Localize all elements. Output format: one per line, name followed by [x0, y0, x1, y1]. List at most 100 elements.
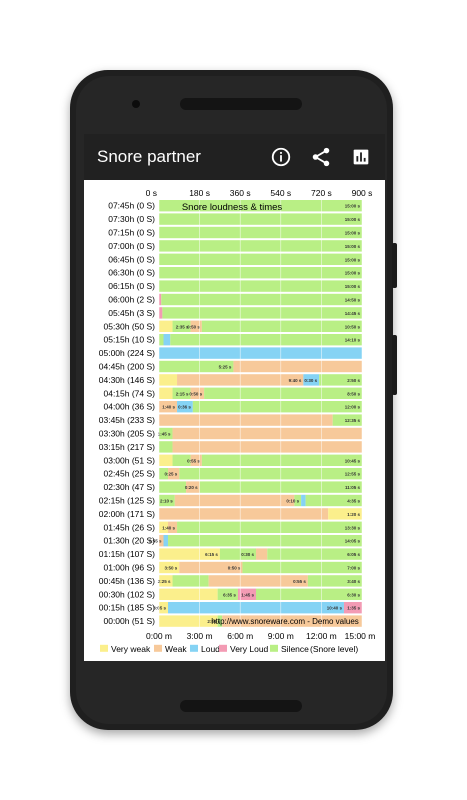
bar-segment [170, 334, 362, 346]
bar-segment [159, 427, 173, 440]
segment-duration-label: 13:30 s [345, 525, 361, 530]
bar-segment [163, 334, 171, 346]
bar-segment [159, 602, 169, 614]
segment-duration-label: 2:35 s [176, 324, 189, 329]
legend-swatch [100, 644, 108, 652]
legend-label: Loud [201, 644, 220, 654]
segment-duration-label: 14:45 s [345, 311, 361, 316]
segment-duration-label: 12:00 s [345, 405, 361, 410]
row-label: 02:15h (125 S) [99, 496, 155, 506]
segment-duration-label: 14:50 s [345, 298, 361, 303]
bar-segment [307, 575, 362, 587]
legend-swatch [154, 644, 162, 652]
row-label: 04:00h (36 S) [103, 402, 155, 412]
legend-label: Very weak [111, 644, 151, 654]
bar-segment [163, 535, 169, 547]
top-axis-tick-label: 0 s [146, 188, 157, 198]
legend-label: Very Loud [230, 644, 269, 654]
bar-segment [255, 588, 362, 600]
row-label: 04:45h (200 S) [99, 362, 155, 372]
segment-duration-label: 0:30 s [241, 552, 254, 557]
segment-duration-label: 6:35 s [223, 592, 236, 597]
bar-segment [343, 602, 362, 614]
share-icon[interactable] [310, 146, 332, 168]
volume-button [392, 243, 397, 288]
bar-segment [301, 494, 306, 507]
bar-segment [159, 387, 173, 399]
row-label: 04:30h (146 S) [99, 375, 155, 385]
screen: Snore partner 0 s 180 s 360 s 540 s 720 s 900… [84, 134, 385, 661]
app-bar: Snore partner [84, 134, 385, 180]
segment-duration-label: 1:40 s [162, 525, 175, 530]
row-label: 04:15h (74 S) [103, 388, 155, 398]
segment-duration-label: 15:00 s [345, 204, 361, 209]
segment-duration-label: 12:55 s [345, 472, 361, 477]
bar-segment [233, 360, 362, 373]
bar-segment [159, 320, 173, 332]
row-label: 03:30h (205 S) [99, 429, 155, 439]
bar-segment [159, 441, 173, 453]
row-label: 07:00h (0 S) [108, 241, 155, 251]
bar-segment [159, 535, 164, 547]
bar-segment [162, 307, 362, 319]
row-label: 05:30h (50 S) [103, 321, 155, 331]
row-label: 01:30h (20 S) [103, 536, 155, 546]
segment-duration-label: 2:50 s [207, 619, 220, 624]
segment-duration-label: 7:00 s [347, 566, 360, 571]
bar-segment [174, 494, 295, 507]
bar-segment [294, 494, 302, 507]
bar-segment [168, 602, 344, 614]
bar-segment [159, 267, 362, 279]
bar-segment [159, 401, 178, 413]
bottom-axis-tick-label: 3:00 m [187, 631, 213, 641]
segment-duration-label: 2:25 s [158, 579, 171, 584]
bar-segment [177, 401, 193, 413]
segment-duration-label: 3:50 s [165, 566, 178, 571]
segment-duration-label: 6:15 s [205, 552, 218, 557]
bar-segment [219, 548, 256, 560]
segment-duration-label: 1:20 s [347, 512, 360, 517]
bar-segment [159, 253, 362, 265]
bar-chart-icon[interactable] [350, 146, 372, 168]
bar-segment [217, 588, 238, 600]
snore-chart-container: 0 s 180 s 360 s 540 s 720 s 900 s 07:45h (0 S)… [92, 186, 377, 654]
row-label: 06:00h (2 S) [108, 295, 155, 305]
segment-duration-label: 5:25 s [219, 365, 232, 370]
row-label: 05:00h (224 S) [99, 348, 155, 358]
segment-duration-label: 15:00 s [345, 284, 361, 289]
segment-duration-label: 9:40 s [289, 378, 302, 383]
legend-swatch [219, 644, 227, 652]
bar-segment [242, 561, 362, 574]
bottom-axis-tick-label: 0:00 m [146, 631, 172, 641]
segment-duration-label: 0:55 s [293, 579, 306, 584]
segment-duration-label: 10:40 s [327, 606, 343, 611]
top-axis-tick-label: 360 s [230, 188, 251, 198]
bar-segment [190, 387, 205, 399]
segment-duration-label: 14:05 s [345, 539, 361, 544]
bottom-axis-tick-label: 9:00 m [268, 631, 294, 641]
bar-segment [172, 575, 209, 587]
segment-duration-label: 0:30 s [304, 378, 317, 383]
segment-duration-label: 0:10 s [286, 499, 299, 504]
bar-segment [303, 374, 320, 386]
row-label: 06:45h (0 S) [108, 254, 155, 264]
row-label: 05:15h (10 S) [103, 335, 155, 345]
bar-segment [159, 334, 164, 346]
bar-segment [172, 320, 191, 332]
segment-duration-label: 0:55 s [187, 458, 200, 463]
bottom-axis-tick-label: 12:00 m [306, 631, 337, 641]
bar-segment [159, 374, 178, 386]
legend-swatch [270, 644, 278, 652]
segment-duration-label: 6:30 s [347, 592, 360, 597]
chart-title: Snore loudness & times [182, 202, 283, 213]
segment-duration-label: 10:50 s [345, 324, 361, 329]
row-label: 02:30h (47 S) [103, 482, 155, 492]
bar-segment [159, 481, 187, 493]
legend-swatch [190, 644, 198, 652]
row-label: 03:00h (51 S) [103, 455, 155, 465]
segment-duration-label: 11:05 s [345, 485, 361, 490]
bar-segment [159, 454, 173, 466]
segment-duration-label: 1:40 s [162, 405, 175, 410]
info-icon[interactable] [270, 146, 292, 168]
bar-segment [161, 293, 362, 306]
